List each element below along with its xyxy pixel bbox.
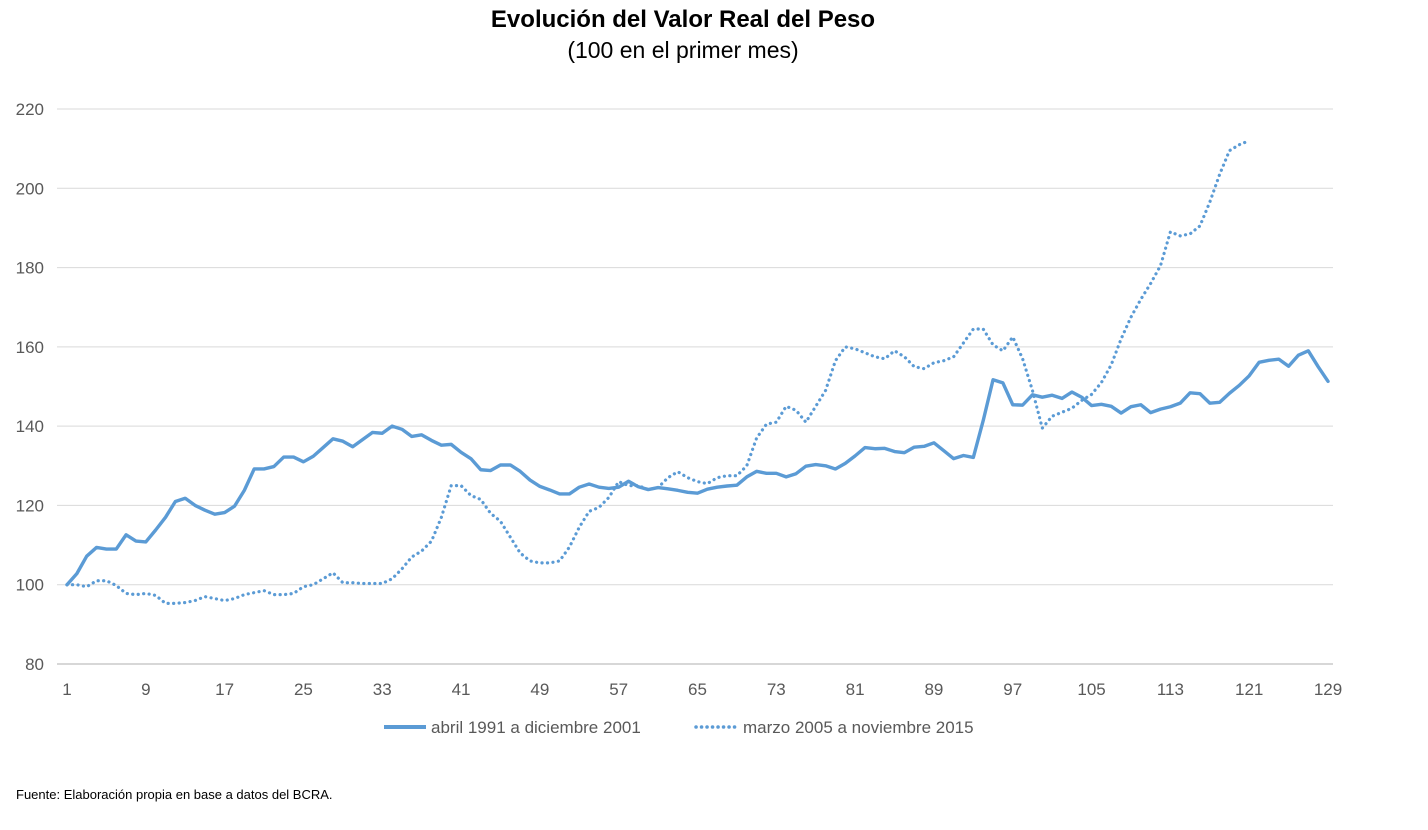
x-tick-label: 89 bbox=[924, 680, 943, 699]
legend-label-series-2: marzo 2005 a noviembre 2015 bbox=[743, 718, 974, 737]
x-tick-label: 49 bbox=[530, 680, 549, 699]
y-tick-label: 200 bbox=[16, 179, 44, 198]
x-tick-label: 33 bbox=[373, 680, 392, 699]
x-tick-label: 17 bbox=[215, 680, 234, 699]
x-tick-label: 105 bbox=[1077, 680, 1105, 699]
x-tick-labels: 1 9 17 25 33 41 49 57 65 73 81 89 97 105 113 121 129 bbox=[62, 680, 1342, 699]
chart-subtitle: (100 en el primer mes) bbox=[567, 37, 799, 63]
y-tick-label: 140 bbox=[16, 417, 44, 436]
chart-title: Evolución del Valor Real del Peso bbox=[490, 6, 876, 33]
x-tick-label: 73 bbox=[767, 680, 786, 699]
x-tick-label: 25 bbox=[294, 680, 313, 699]
y-tick-label: 220 bbox=[16, 100, 44, 119]
y-tick-label: 180 bbox=[16, 259, 44, 278]
x-tick-label: 121 bbox=[1235, 680, 1263, 699]
x-tick-label: 65 bbox=[688, 680, 707, 699]
series-lines bbox=[65, 139, 1330, 605]
legend: abril 1991 a diciembre 2001 marzo 2005 a… bbox=[384, 718, 974, 737]
line-chart: 80 100 120 140 160 180 200 220 1 9 17 25 33 41 49 57 65… bbox=[16, 100, 1343, 737]
legend-label-series-1: abril 1991 a diciembre 2001 bbox=[431, 718, 641, 737]
series-line-solid bbox=[65, 349, 1330, 587]
x-tick-label: 1 bbox=[62, 680, 71, 699]
gridlines bbox=[57, 108, 1333, 586]
y-tick-label: 100 bbox=[16, 576, 44, 595]
y-tick-label: 160 bbox=[16, 338, 44, 357]
x-tick-label: 97 bbox=[1003, 680, 1022, 699]
y-tick-label: 120 bbox=[16, 496, 44, 515]
x-tick-label: 129 bbox=[1314, 680, 1342, 699]
source-note: Fuente: Elaboración propia en base a dat… bbox=[16, 787, 333, 802]
x-tick-label: 9 bbox=[141, 680, 150, 699]
x-tick-label: 81 bbox=[846, 680, 865, 699]
y-tick-labels: 80 100 120 140 160 180 200 220 bbox=[16, 100, 44, 674]
x-tick-label: 113 bbox=[1157, 680, 1184, 699]
y-tick-label: 80 bbox=[25, 655, 44, 674]
series-line-dotted bbox=[65, 139, 1251, 605]
x-tick-label: 41 bbox=[452, 680, 471, 699]
x-tick-label: 57 bbox=[609, 680, 628, 699]
